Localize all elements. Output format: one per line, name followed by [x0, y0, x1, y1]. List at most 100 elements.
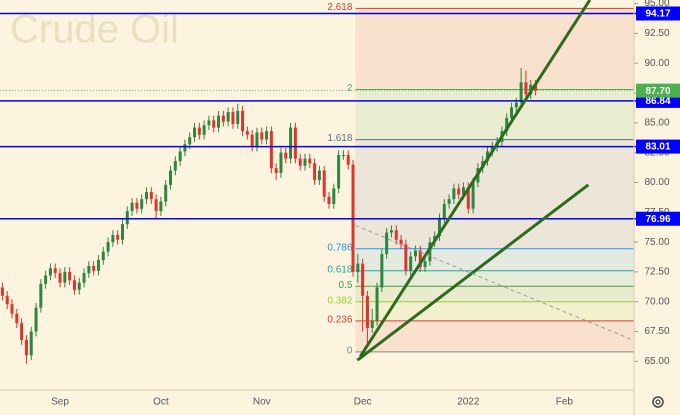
candle-body — [15, 313, 19, 324]
candle-body — [303, 158, 307, 166]
candle-body — [111, 234, 115, 243]
level-box — [636, 6, 680, 21]
fib-label: 0.382 — [327, 295, 352, 306]
candle-body — [44, 275, 48, 284]
candle-body — [255, 132, 259, 147]
candle-body — [5, 295, 9, 305]
candle-body — [524, 82, 528, 95]
candle-body — [510, 107, 514, 119]
candle-body — [101, 251, 105, 260]
candle-body — [514, 102, 518, 108]
fib-band — [355, 89, 634, 140]
candle-body — [221, 115, 225, 122]
candle-body — [116, 234, 120, 240]
candle-body — [385, 232, 389, 255]
candle-body — [77, 282, 81, 290]
candle-body — [466, 187, 470, 209]
fib-band — [355, 270, 634, 287]
candle-body — [159, 201, 163, 212]
candle-body — [154, 199, 158, 212]
candle-body — [279, 152, 283, 173]
candle-body — [423, 261, 427, 268]
candle-body — [58, 273, 62, 283]
candle-body — [87, 265, 91, 274]
candle-body — [183, 144, 187, 152]
candle-body — [245, 131, 249, 135]
candle-body — [461, 187, 465, 195]
candle-body — [34, 307, 38, 332]
candle-body — [413, 250, 417, 257]
candle-body — [48, 268, 52, 276]
y-tick-label: 85.00 — [644, 117, 669, 128]
fib-band — [355, 301, 634, 321]
candle-body — [53, 268, 57, 274]
candle-body — [193, 127, 197, 138]
candle-body — [298, 158, 302, 166]
x-tick-label: Nov — [253, 397, 271, 408]
candle-body — [370, 320, 374, 328]
candle-body — [337, 155, 341, 189]
fib-label: 0 — [347, 345, 353, 356]
plot: 0 0.236 0.382 0.5 0.618 0.786 1.618 2 2.618 65.00… — [0, 0, 670, 408]
y-tick-label: 95.00 — [644, 0, 669, 9]
candle-body — [332, 188, 336, 204]
candle-body — [327, 196, 331, 204]
candle-body — [82, 273, 86, 283]
candle-body — [389, 230, 393, 233]
candle-body — [29, 331, 33, 356]
y-tick-label: 67.50 — [644, 326, 669, 337]
candle-body — [519, 82, 523, 103]
fib-label: 2.618 — [327, 2, 352, 13]
candle-body — [452, 188, 456, 200]
candle-body — [212, 120, 216, 128]
x-tick-label: Oct — [153, 397, 169, 408]
x-tick-label: Sep — [51, 397, 69, 408]
candle-body — [447, 199, 451, 204]
level-box — [636, 139, 680, 154]
fib-label: 0.236 — [327, 315, 352, 326]
last-price-box — [636, 83, 680, 98]
y-tick-label: 80.00 — [644, 177, 669, 188]
candle-body — [0, 287, 4, 296]
y-tick-label: 70.00 — [644, 296, 669, 307]
candle-body — [341, 155, 345, 157]
candle-body — [169, 170, 173, 185]
fib-band — [355, 248, 634, 271]
candle-body — [63, 271, 67, 283]
candle-body — [231, 112, 235, 125]
candle-body — [39, 283, 43, 308]
candle-body — [125, 211, 129, 225]
fib-label: 2 — [347, 83, 353, 94]
candle-body — [197, 127, 201, 135]
chart-title: Crude Oil — [10, 8, 179, 52]
fib-band — [355, 286, 634, 302]
gear[interactable] — [652, 396, 664, 408]
candle-body — [399, 239, 403, 245]
candle-body — [202, 125, 206, 135]
settings-icon[interactable] — [652, 396, 664, 408]
candle-body — [428, 242, 432, 262]
level-label: 86.84 — [645, 96, 670, 107]
candle-body — [409, 256, 413, 271]
candle-body — [365, 295, 369, 328]
candle-body — [260, 132, 264, 140]
candle-body — [437, 218, 441, 237]
candle-body — [250, 134, 254, 147]
candle-body — [418, 250, 422, 268]
trendline — [358, 0, 592, 358]
x-tick-label: Dec — [354, 397, 372, 408]
level-label: 76.96 — [645, 214, 670, 225]
candle-body — [265, 131, 269, 140]
candle-body — [284, 152, 288, 159]
candle-body — [96, 260, 100, 271]
x-tick-label: Feb — [556, 397, 574, 408]
candle-body — [140, 199, 144, 209]
candle-body — [346, 155, 350, 165]
candle-body — [404, 244, 408, 271]
gear-center[interactable] — [655, 399, 661, 405]
candle-body — [106, 242, 110, 252]
candle-body — [505, 118, 509, 132]
candle-body — [217, 115, 221, 128]
